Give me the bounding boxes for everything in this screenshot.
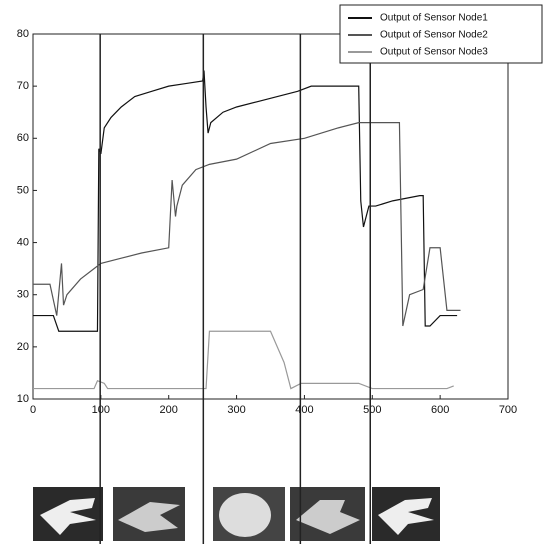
x-tick-label: 600	[431, 404, 449, 416]
hand	[378, 498, 434, 535]
y-tick-label: 80	[17, 28, 29, 40]
series-line	[33, 122, 461, 327]
series-line	[33, 330, 454, 390]
legend-box	[339, 4, 543, 64]
x-tick-label: 400	[295, 404, 313, 416]
y-tick-label: 70	[17, 80, 29, 92]
series-line	[33, 70, 458, 332]
x-tick-label: 700	[499, 404, 517, 416]
y-tick-label: 50	[17, 184, 29, 196]
y-tick-label: 40	[17, 236, 29, 248]
plot-frame	[32, 33, 509, 400]
plot: 10203040506070800100200300400500600700	[17, 28, 517, 544]
hand	[118, 502, 180, 532]
y-tick-label: 20	[17, 341, 29, 353]
x-tick-label: 0	[30, 404, 36, 416]
hand	[40, 498, 96, 535]
y-tick-label: 10	[17, 393, 29, 405]
x-tick-label: 500	[363, 404, 381, 416]
y-tick-label: 60	[17, 132, 29, 144]
legend: Output of Sensor Node1 Output of Sensor N…	[339, 4, 543, 64]
y-tick-label: 30	[17, 289, 29, 301]
legend-label: Output of Sensor Node2	[380, 30, 488, 41]
legend-label: Output of Sensor Node1	[380, 13, 488, 24]
x-tick-label: 300	[227, 404, 245, 416]
legend-label: Output of Sensor Node3	[380, 47, 488, 58]
hand	[296, 500, 360, 534]
x-tick-label: 200	[160, 404, 178, 416]
hand	[219, 493, 271, 537]
photos	[33, 487, 440, 541]
